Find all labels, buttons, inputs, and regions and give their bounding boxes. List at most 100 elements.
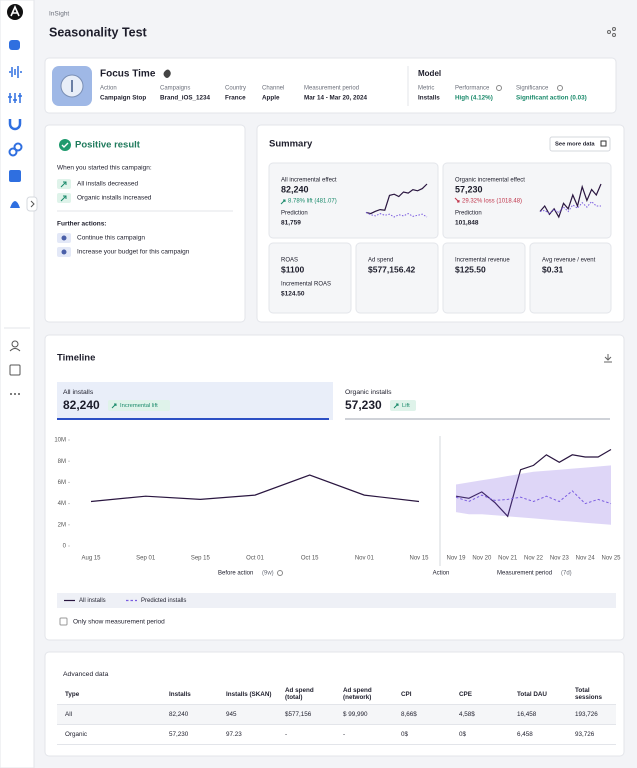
tab[interactable] [345,382,610,420]
section-title: Timeline [57,353,95,364]
metric-label: Incremental revenue [455,258,510,264]
x-tick-label: Nov 15 [409,556,429,562]
nav-icon[interactable] [11,340,19,348]
tab[interactable] [57,382,333,420]
result-card [44,124,246,323]
summary-card [256,124,625,323]
predicted-line [455,490,612,505]
result-item: Organic installs increased [77,195,152,202]
legend-label: All installs [79,598,106,604]
action-item[interactable]: Increase your budget for this campaign [77,249,190,256]
table-cell: $577,156 [277,704,335,725]
nav-icon[interactable] [10,201,20,208]
summary-card-part [600,140,607,147]
see-more-button[interactable] [549,136,611,152]
field-value: High (4.12%) [455,95,493,102]
sparkline [539,183,602,219]
tab-label[interactable]: Organic installs [345,389,392,396]
field-label: Campaigns [160,86,190,92]
x-tick-label: Nov 25 [601,556,621,562]
sidebar-part [0,0,35,768]
field-label: Metric [418,86,434,92]
collapse-button[interactable] [26,196,38,212]
table-row: All 82,240 945 $577,156 $ 99,990 8,66$ 4,58$ 16… [57,704,616,725]
sparkline [539,200,601,215]
axis-label: (9w) [262,571,274,577]
effect-value: 57,230 [455,184,483,194]
x-tick-label: Nov 24 [576,556,596,562]
column-header: Total sessions [567,684,616,705]
tab-value: 82,240 [63,398,100,412]
tab-value: 57,230 [345,398,382,412]
field-label: Action [100,86,117,92]
result-card-part [61,142,69,148]
badge-icon [393,403,399,409]
y-tick-label: 10M [54,438,66,444]
legend [57,593,616,608]
button-label[interactable]: See more data [555,142,595,148]
info-icon[interactable] [277,570,283,576]
checkbox[interactable] [59,617,68,626]
x-tick-label: Nov 21 [498,556,518,562]
share-button-part [612,27,616,31]
metric-label: Incremental ROAS [281,282,331,288]
data-line [455,448,612,518]
summary-card-part [442,242,526,314]
nav-icon[interactable] [9,40,20,50]
table-cell: 82,240 [161,704,218,725]
summary-card-part [355,242,439,314]
summary-card-part [529,242,612,314]
axis-label: Action [433,571,450,577]
action-item[interactable]: Continue this campaign [77,235,145,242]
metric-value: $1100 [281,264,304,274]
nav-icon[interactable] [10,393,12,395]
y-tick-label: 8M [58,459,66,465]
x-tick-label: Nov 23 [550,556,570,562]
x-tick-label: Oct 15 [301,556,319,562]
column-header: Ad spend (total) [277,684,335,705]
legend-label: Predicted installs [141,598,186,604]
axis-label: Before action [218,571,253,577]
sparkline [365,183,428,215]
y-tick-label: 2M [58,522,66,528]
field-value: Significant action (0.03) [516,95,587,102]
checkbox-label[interactable]: Only show measurement period [73,619,165,626]
tab-label[interactable]: All installs [63,389,94,396]
nav-icon[interactable] [9,66,22,78]
table-cell: 6,458 [509,724,567,745]
metric-label: ROAS [281,258,298,264]
header-row: Type Installs Installs (SKAN) Ad spend (tot… [57,684,616,705]
info-icon[interactable] [496,85,502,91]
table-cell: 4,58$ [451,704,509,725]
prediction-label: Prediction [281,211,308,217]
prediction-value: 81,759 [281,220,301,227]
result-card-part [59,139,71,151]
y-tick-label: 6M [58,480,66,486]
column-header: Installs (SKAN) [218,684,277,705]
share-button-part [612,33,616,37]
nav-icon[interactable] [8,147,18,157]
result-card-part [61,249,67,255]
share-button[interactable] [607,27,616,37]
nav-icon[interactable] [9,170,21,182]
result-card-part [60,195,67,202]
info-icon[interactable] [557,85,563,91]
download-button[interactable] [604,354,612,363]
table-cell: 0$ [393,724,451,745]
result-intro: When you started this campaign: [57,165,152,172]
timeline-card-part [345,418,610,420]
x-tick-label: Oct 01 [246,556,264,562]
x-tick-label: Nov 01 [355,556,375,562]
page-title: Seasonality Test [49,25,148,39]
prediction-value: 101,848 [455,220,479,227]
apple-icon [163,69,171,78]
x-tick-label: Sep 15 [191,556,211,562]
nav-icon[interactable] [9,364,21,376]
table-cell: 193,726 [567,704,616,725]
table-cell: - [335,724,393,745]
nav-icon[interactable] [8,93,22,103]
field-value: Apple [262,95,280,102]
nav-icon[interactable] [8,119,22,131]
effect-change: 29.32% loss (1018.48) [462,199,522,205]
